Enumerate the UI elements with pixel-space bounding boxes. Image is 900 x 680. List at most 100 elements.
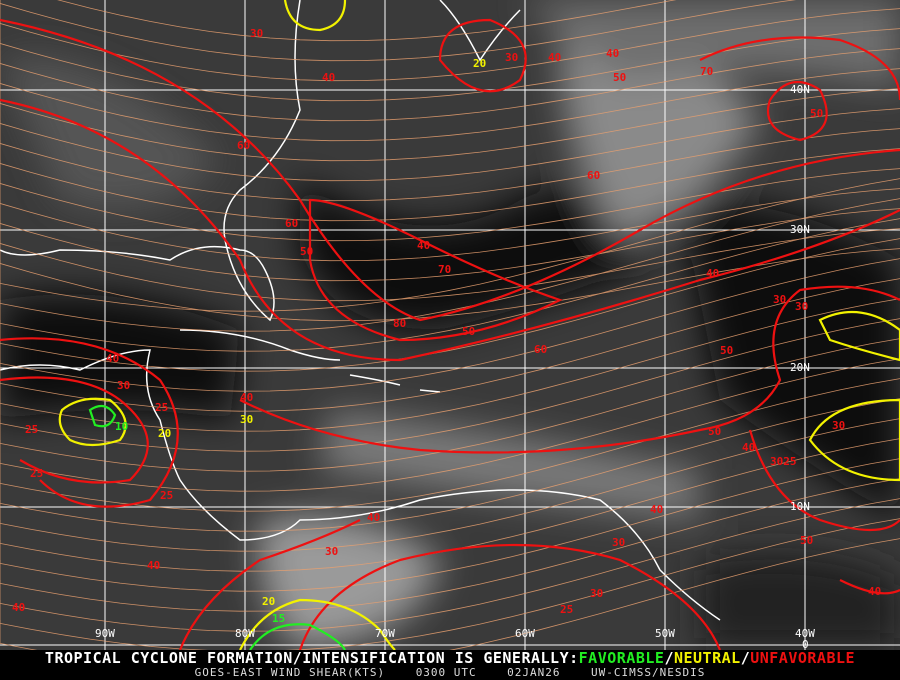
streamline (0, 518, 900, 652)
caption-source: UW-CIMSS/NESDIS (591, 666, 706, 679)
legend-separator: / (740, 649, 751, 667)
streamline (0, 160, 900, 242)
map-footer: TROPICAL CYCLONE FORMATION/INTENSIFICATI… (0, 650, 900, 680)
contour-label: 30 (240, 413, 254, 426)
streamline (0, 378, 900, 512)
streamline (0, 198, 900, 332)
streamline (0, 358, 900, 492)
longitude-label: 40W (795, 627, 815, 640)
contour-label: 40 (606, 47, 620, 60)
streamline (0, 100, 900, 182)
shear-contours (0, 0, 900, 651)
contour-label: 25 (155, 401, 169, 414)
contour-label: 20 (158, 427, 172, 440)
contour-label: 50 (810, 107, 824, 120)
cyclone-formation-legend: TROPICAL CYCLONE FORMATION/INTENSIFICATI… (0, 650, 900, 667)
contour-label: 50 (462, 325, 476, 338)
contour-label: 25 (30, 467, 44, 480)
contour-label: 40 (12, 601, 26, 614)
latitude-label: 40N (790, 83, 810, 96)
streamline (0, 218, 900, 352)
streamline (0, 498, 900, 632)
contour-label: 80 (393, 317, 407, 330)
streamline (0, 20, 900, 102)
legend-neutral: NEUTRAL (673, 649, 741, 667)
streamline (0, 200, 900, 282)
streamline (0, 40, 900, 122)
contour-label: 40 (868, 585, 882, 598)
streamline (0, 258, 900, 392)
contour-label: 40 (147, 559, 161, 572)
latitude-label: 30N (790, 223, 810, 236)
streamline (0, 458, 900, 592)
contour-label: 30 (773, 293, 787, 306)
contour-label: 40 (322, 71, 336, 84)
latitude-label: 20N (790, 361, 810, 374)
contour-label: 50 (720, 344, 734, 357)
caption: GOES-EAST WIND SHEAR(KTS) 0300 UTC 02JAN… (0, 667, 900, 679)
contour-label: 20 (473, 57, 487, 70)
streamline (0, 60, 900, 142)
streamline (0, 478, 900, 612)
contour-label: 50 (300, 245, 314, 258)
latitude-label: 0 (802, 638, 809, 651)
contour-label: 70 (700, 65, 714, 78)
legend-favorable: FAVORABLE (578, 649, 665, 667)
contour-label: 70 (438, 263, 452, 276)
streamline (0, 120, 900, 202)
contour-label: 40 (650, 503, 664, 516)
streamline (0, 398, 900, 532)
contour-label: 60 (285, 217, 299, 230)
caption-date: 02JAN26 (507, 666, 561, 679)
contour-label: 40 (706, 267, 720, 280)
contour-label: 3025 (770, 455, 797, 468)
streamline (0, 338, 900, 472)
contour-label: 50 (613, 71, 627, 84)
contour-label: 10 (115, 420, 129, 433)
contour-label: 30 (612, 536, 626, 549)
caption-product: GOES-EAST WIND SHEAR(KTS) (194, 666, 386, 679)
streamline (0, 180, 900, 262)
legend-separator: / (664, 649, 674, 667)
streamline (0, 0, 900, 82)
streamline (0, 318, 900, 452)
contour-label: 25 (560, 603, 574, 616)
lat-lon-grid (0, 0, 900, 650)
contour-label: 25 (160, 489, 174, 502)
legend-prefix: TROPICAL CYCLONE FORMATION/INTENSIFICATI… (44, 649, 579, 667)
contour-label: 50 (800, 534, 814, 547)
contour-label: 40 (106, 352, 120, 365)
streamline (57, 0, 677, 42)
longitude-label: 80W (235, 627, 255, 640)
contour-label: 30 (117, 379, 131, 392)
contour-label: 40 (240, 391, 254, 404)
contour-label: 40 (742, 441, 756, 454)
streamline (0, 418, 900, 552)
contour-label: 40 (367, 511, 381, 524)
longitude-label: 90W (95, 627, 115, 640)
streamline (0, 220, 900, 302)
contour-label: 60 (587, 169, 601, 182)
contour-label: 30 (325, 545, 339, 558)
streamline (0, 140, 900, 222)
contour-label: 30 (250, 27, 264, 40)
contour-label: 30 (590, 587, 604, 600)
streamline (0, 0, 797, 62)
contour-label: 50 (708, 425, 722, 438)
caption-time: 0300 UTC (415, 666, 477, 679)
streamline (0, 80, 900, 162)
contour-label: 60 (534, 343, 548, 356)
streamline (0, 178, 900, 312)
contour-label: 40 (548, 51, 562, 64)
contour-label: 30 (505, 51, 519, 64)
legend-unfavorable: UNFAVORABLE (750, 649, 856, 667)
contour-label: 30 (795, 300, 809, 313)
contour-label: 15 (272, 612, 286, 625)
longitude-label: 60W (515, 627, 535, 640)
contour-label: 60 (237, 139, 251, 152)
longitude-label: 50W (655, 627, 675, 640)
contour-label: 30 (832, 419, 846, 432)
contour-label: 20 (262, 595, 276, 608)
